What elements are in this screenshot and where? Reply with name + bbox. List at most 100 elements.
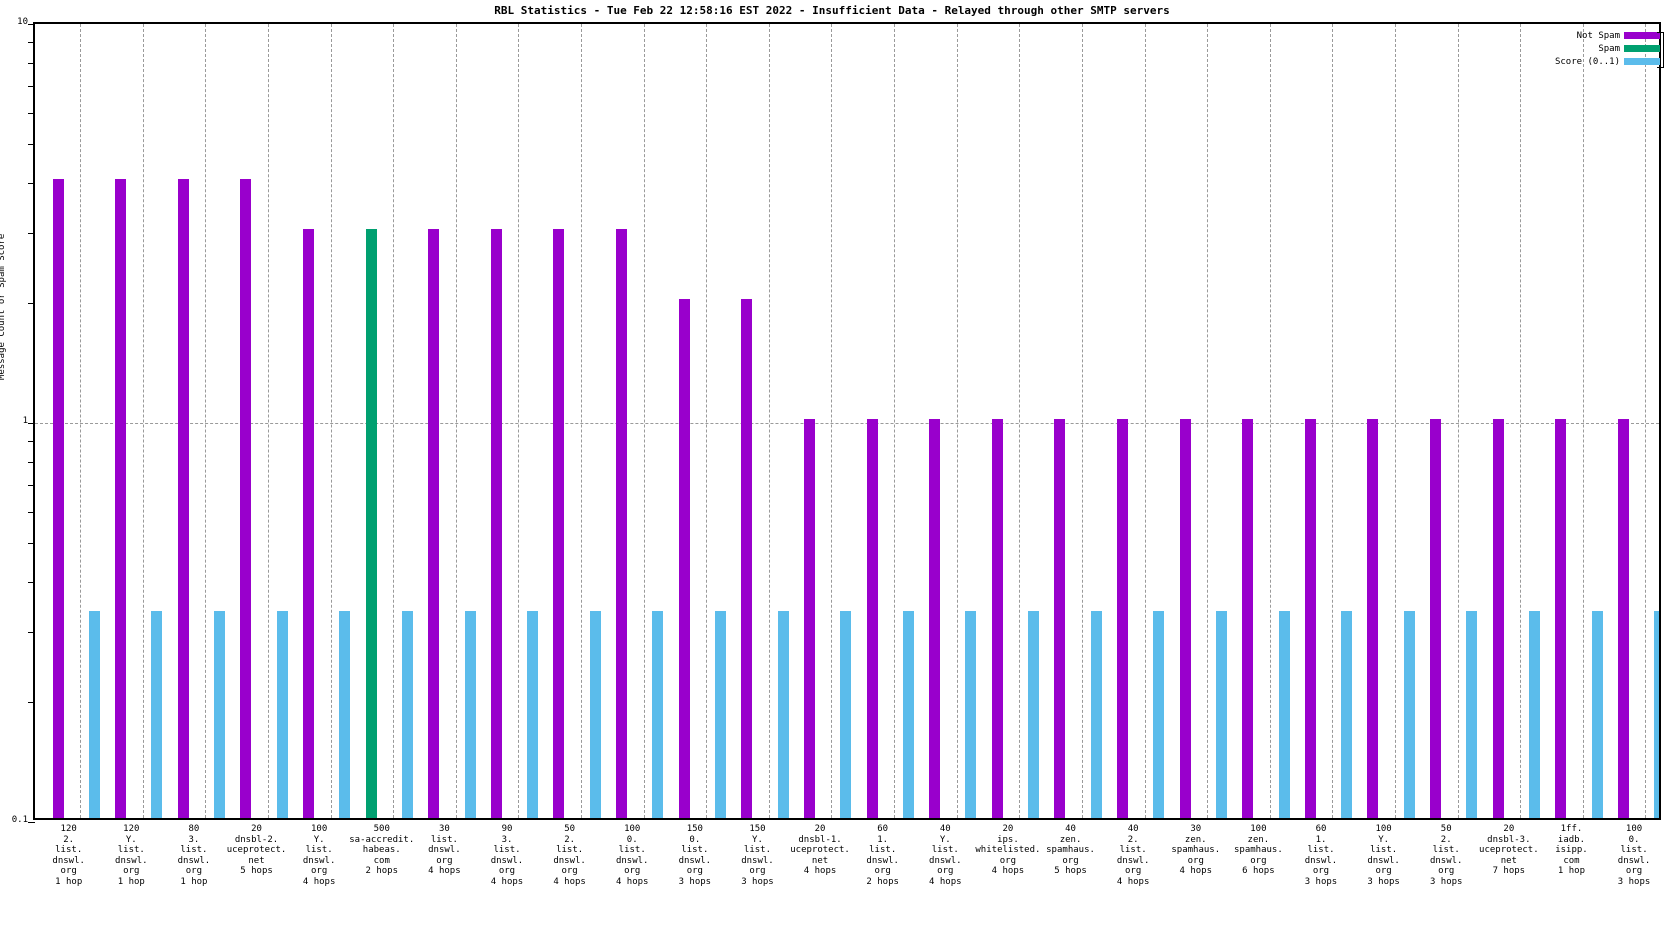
vertical-gridline bbox=[1269, 24, 1271, 818]
bar-not-spam bbox=[1492, 419, 1504, 818]
y-axis-tick bbox=[28, 144, 35, 146]
bar-score bbox=[1403, 611, 1415, 818]
legend-swatch bbox=[1624, 32, 1660, 39]
x-axis-label: 150 Y. list. dnswl. org 3 hops bbox=[741, 824, 774, 887]
bar-not-spam bbox=[678, 298, 690, 818]
legend-bracket bbox=[1657, 32, 1664, 68]
x-axis-label: 100 0. list. dnswl. org 3 hops bbox=[1617, 824, 1651, 887]
x-axis-label: 500 sa-accredit. habeas. com 2 hops bbox=[349, 824, 415, 876]
y-axis-tick bbox=[28, 24, 35, 25]
x-axis-label: 100 0. list. dnswl. org 4 hops bbox=[615, 824, 649, 887]
bar-score bbox=[1591, 611, 1603, 818]
bar-not-spam bbox=[1054, 419, 1066, 818]
y-axis-tick bbox=[28, 182, 35, 184]
bar-score bbox=[902, 611, 914, 818]
bar-not-spam bbox=[115, 178, 127, 818]
bar-score bbox=[715, 611, 726, 818]
bar-score bbox=[1090, 611, 1102, 818]
x-axis-label: 100 Y. list. dnswl. org 3 hops bbox=[1367, 824, 1400, 887]
bar-score bbox=[214, 611, 226, 818]
bar-not-spam bbox=[803, 419, 815, 818]
legend: Not Spam Spam Score (0..1) bbox=[1440, 30, 1660, 69]
bar-not-spam bbox=[741, 298, 753, 818]
x-axis-label: 90 3. list. dnswl. org 4 hops bbox=[490, 824, 524, 887]
vertical-gridline bbox=[706, 24, 708, 818]
vertical-gridline bbox=[956, 24, 958, 818]
vertical-gridline bbox=[643, 24, 645, 818]
vertical-gridline bbox=[768, 24, 770, 818]
y-axis-tick bbox=[28, 822, 35, 823]
plot-inner bbox=[35, 24, 1659, 818]
bar-score bbox=[1278, 611, 1290, 818]
y-axis-tick bbox=[28, 423, 35, 424]
x-axis-label: 50 2. list. dnswl. org 3 hops bbox=[1429, 824, 1463, 887]
bar-not-spam bbox=[1242, 419, 1254, 818]
x-axis-label: 40 Y. list. dnswl. org 4 hops bbox=[929, 824, 962, 887]
y-axis-tick bbox=[28, 511, 35, 513]
y-axis-tick bbox=[28, 85, 35, 87]
legend-label: Not Spam bbox=[1576, 30, 1620, 41]
y-axis-tick bbox=[28, 581, 35, 583]
horizontal-gridline bbox=[35, 423, 1659, 424]
legend-label: Spam bbox=[1598, 43, 1620, 54]
x-axis-label: 80 3. list. dnswl. org 1 hop bbox=[177, 824, 211, 887]
x-axis-label: 120 2. list. dnswl. org 1 hop bbox=[52, 824, 85, 887]
x-axis-label: 40 2. list. dnswl. org 4 hops bbox=[1116, 824, 1150, 887]
vertical-gridline bbox=[1457, 24, 1459, 818]
vertical-gridline bbox=[1332, 24, 1334, 818]
vertical-gridline bbox=[1582, 24, 1584, 818]
bar-not-spam bbox=[1617, 419, 1629, 818]
x-axis-label: 150 0. list. dnswl. org 3 hops bbox=[678, 824, 712, 887]
bar-not-spam bbox=[616, 228, 628, 818]
legend-swatch bbox=[1624, 58, 1660, 65]
bar-not-spam bbox=[1304, 419, 1316, 818]
vertical-gridline bbox=[831, 24, 833, 818]
x-axis-label: 100 zen. spamhaus. org 6 hops bbox=[1233, 824, 1283, 876]
bar-not-spam bbox=[1116, 419, 1128, 818]
bar-score bbox=[777, 611, 789, 818]
bar-score bbox=[339, 611, 351, 818]
y-axis-title: Message Count or Spam Score bbox=[0, 233, 7, 380]
bar-not-spam bbox=[991, 419, 1003, 818]
vertical-gridline bbox=[1207, 24, 1209, 818]
bar-score bbox=[1215, 611, 1227, 818]
x-axis-label: 20 ips. whitelisted. org 4 hops bbox=[975, 824, 1041, 876]
y-axis-tick bbox=[28, 302, 35, 304]
legend-item: Score (0..1) bbox=[1440, 56, 1660, 67]
bar-score bbox=[464, 611, 476, 818]
x-axis-label: 20 dnsbl-2. uceprotect. net 5 hops bbox=[226, 824, 287, 876]
x-axis-label: 1ff. iadb. isipp. com 1 hop bbox=[1555, 824, 1588, 876]
vertical-gridline bbox=[393, 24, 395, 818]
y-axis-tick bbox=[28, 631, 35, 633]
vertical-gridline bbox=[894, 24, 896, 818]
x-axis-label: 100 Y. list. dnswl. org 4 hops bbox=[302, 824, 336, 887]
bar-score bbox=[1341, 611, 1353, 818]
vertical-gridline bbox=[330, 24, 332, 818]
bar-score bbox=[1028, 611, 1040, 818]
bar-score bbox=[965, 611, 977, 818]
bar-score bbox=[1654, 611, 1659, 818]
vertical-gridline bbox=[1144, 24, 1146, 818]
bar-not-spam bbox=[1430, 419, 1442, 818]
legend-item: Not Spam bbox=[1440, 30, 1660, 41]
vertical-gridline bbox=[1081, 24, 1083, 818]
y-axis-tick bbox=[28, 62, 35, 64]
legend-swatch bbox=[1624, 45, 1660, 52]
bar-not-spam bbox=[240, 178, 252, 818]
vertical-gridline bbox=[205, 24, 207, 818]
x-axis-label: 50 2. list. dnswl. org 4 hops bbox=[553, 824, 586, 887]
bar-not-spam bbox=[1367, 419, 1379, 818]
vertical-gridline bbox=[1019, 24, 1021, 818]
bar-not-spam bbox=[490, 228, 502, 818]
vertical-gridline bbox=[1520, 24, 1522, 818]
bar-score bbox=[151, 611, 163, 818]
vertical-gridline bbox=[518, 24, 520, 818]
bar-not-spam bbox=[553, 228, 565, 818]
vertical-gridline bbox=[80, 24, 82, 818]
bar-score bbox=[1466, 611, 1478, 818]
y-axis-tick-label: 1 bbox=[22, 416, 28, 426]
bar-score bbox=[1529, 611, 1540, 818]
bar-not-spam bbox=[1179, 419, 1191, 818]
y-axis-tick bbox=[28, 543, 35, 545]
